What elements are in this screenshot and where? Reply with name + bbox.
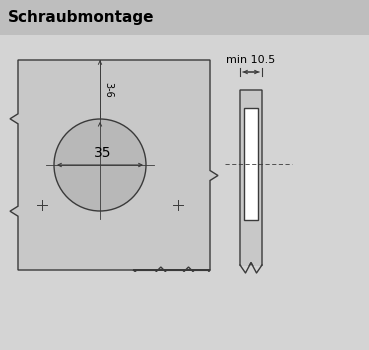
Text: 35: 35	[94, 146, 111, 160]
Bar	[0, 0, 369, 35]
Text: min 10.5: min 10.5	[226, 55, 276, 65]
Circle shape	[54, 119, 146, 211]
Bar	[244, 108, 258, 220]
Polygon shape	[133, 272, 210, 285]
Polygon shape	[10, 60, 218, 281]
Polygon shape	[240, 90, 262, 273]
Text: Schraubmontage: Schraubmontage	[8, 10, 155, 25]
Polygon shape	[240, 266, 262, 278]
Text: 3-6: 3-6	[103, 82, 113, 97]
